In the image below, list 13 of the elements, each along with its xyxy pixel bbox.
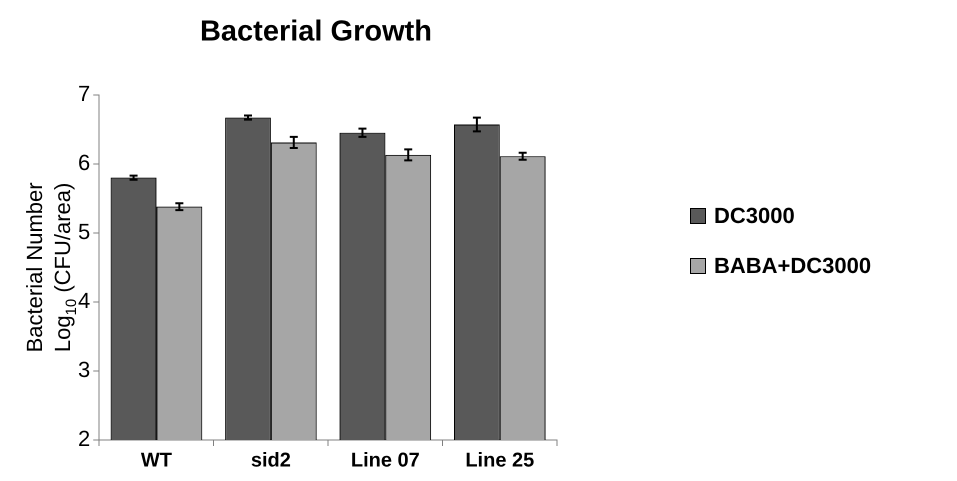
y-tick-label: 2 (78, 426, 90, 452)
legend-label: DC3000 (714, 202, 795, 228)
x-tick-label: sid2 (250, 450, 291, 472)
y-tick-label: 3 (78, 357, 90, 382)
y-tick-label: 5 (78, 218, 90, 244)
y-tick-label: 6 (78, 150, 90, 175)
y-tick-label: 4 (78, 288, 90, 313)
chart-title: Bacterial Growth (200, 15, 432, 48)
legend-label: BABA+DC3000 (714, 252, 872, 278)
y-tick-label: 7 (78, 80, 90, 106)
x-tick-label: WT (140, 450, 172, 472)
x-tick-label: Line 25 (465, 450, 534, 472)
x-tick-label: Line 07 (350, 450, 420, 472)
